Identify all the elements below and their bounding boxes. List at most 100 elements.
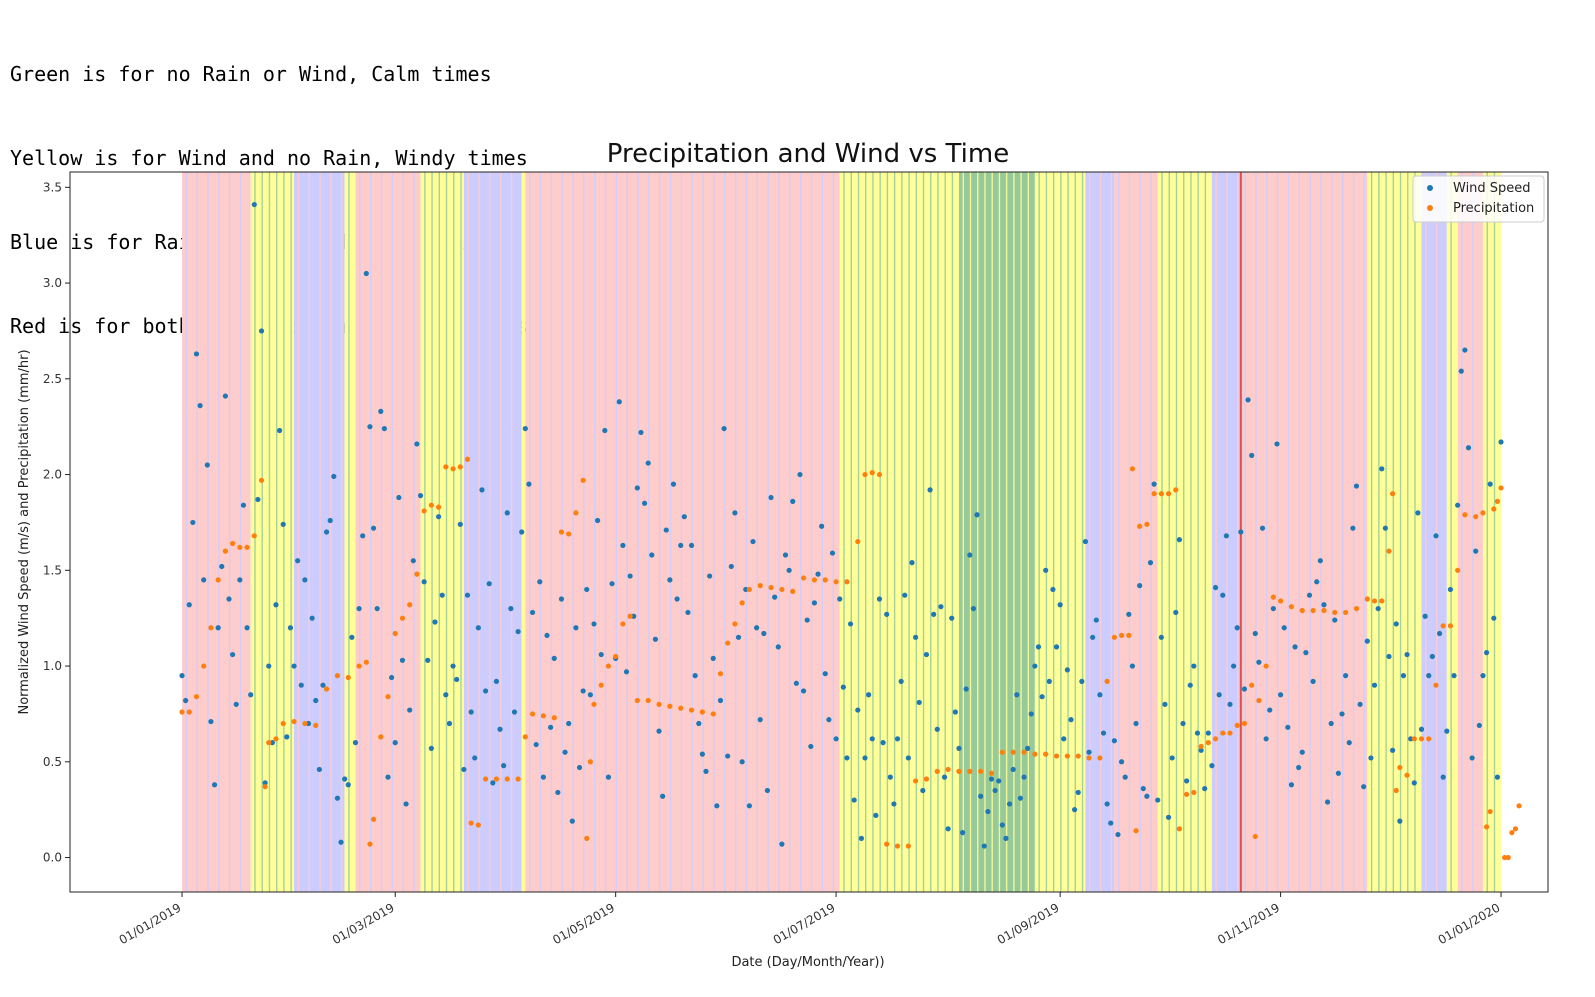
wind-point bbox=[1111, 738, 1117, 744]
wind-point bbox=[439, 592, 445, 598]
wind-point bbox=[219, 563, 225, 570]
precip-point bbox=[385, 694, 391, 700]
precip-point bbox=[363, 659, 369, 665]
precip-point bbox=[1397, 764, 1403, 771]
precip-point bbox=[1505, 854, 1511, 861]
wind-point bbox=[985, 808, 991, 815]
wind-point bbox=[1144, 793, 1150, 799]
wind-point bbox=[1491, 615, 1497, 621]
wind-point bbox=[739, 759, 745, 765]
precip-point bbox=[1332, 609, 1338, 616]
wind-point bbox=[790, 498, 796, 504]
wind-point bbox=[237, 577, 243, 583]
wind-point bbox=[656, 728, 662, 734]
precip-point bbox=[1151, 491, 1157, 497]
wind-point bbox=[1227, 701, 1233, 707]
precip-point bbox=[435, 504, 442, 510]
wind-point bbox=[327, 517, 333, 524]
stripe-stormy bbox=[229, 172, 231, 892]
precip-point bbox=[443, 464, 449, 470]
precip-point bbox=[869, 470, 875, 476]
precip-point bbox=[717, 671, 724, 677]
wind-point bbox=[804, 617, 810, 623]
wind-point bbox=[1288, 782, 1295, 788]
stripe-windy bbox=[1175, 172, 1178, 892]
wind-point bbox=[1335, 770, 1342, 776]
wind-point bbox=[1043, 567, 1049, 573]
wind-point bbox=[1191, 663, 1197, 669]
precip-point bbox=[1043, 751, 1049, 757]
precip-point bbox=[428, 502, 434, 508]
wind-point bbox=[663, 527, 669, 533]
wind-point bbox=[887, 774, 893, 780]
precip-point bbox=[1144, 521, 1150, 527]
period-windy bbox=[420, 172, 464, 892]
x-tick-label: 01/07/2019 bbox=[771, 900, 838, 947]
wind-point bbox=[699, 751, 705, 757]
stripe-stormy bbox=[810, 172, 813, 892]
wind-point bbox=[1039, 694, 1045, 700]
wind-point bbox=[240, 502, 247, 508]
wind-point bbox=[287, 625, 294, 631]
wind-point bbox=[378, 408, 384, 414]
wind-point bbox=[999, 822, 1005, 828]
y-axis: 0.0 0.5 1.0 1.5 2.0 2.5 3.0 3.5 bbox=[43, 180, 70, 865]
stripe-windy bbox=[283, 172, 285, 892]
wind-point bbox=[822, 671, 828, 677]
precip-point bbox=[634, 697, 640, 704]
precip-point bbox=[905, 843, 911, 849]
stripe-windy bbox=[1414, 172, 1416, 892]
wind-point bbox=[179, 673, 185, 679]
stripe-stormy bbox=[1461, 172, 1463, 892]
wind-point bbox=[746, 803, 752, 809]
chart-title: Precipitation and Wind vs Time bbox=[607, 139, 1009, 169]
stripe-windy bbox=[901, 172, 903, 892]
wind-point bbox=[725, 753, 731, 759]
stripe-stormy bbox=[391, 172, 394, 892]
wind-point bbox=[1202, 785, 1208, 792]
wind-point bbox=[1285, 724, 1291, 730]
stripe-windy bbox=[431, 172, 433, 892]
wind-point bbox=[1440, 774, 1446, 780]
wind-point bbox=[1404, 651, 1410, 658]
precip-point bbox=[1480, 510, 1486, 516]
wind-point bbox=[1180, 720, 1186, 727]
period-stormy bbox=[1114, 172, 1158, 892]
wind-point bbox=[1252, 630, 1258, 637]
wind-point bbox=[587, 692, 593, 698]
wind-point bbox=[305, 720, 312, 727]
stripe-stormy bbox=[413, 172, 415, 892]
stripe-windy bbox=[1450, 172, 1452, 892]
wind-point bbox=[862, 755, 868, 761]
wind-point bbox=[1274, 441, 1280, 447]
wind-point bbox=[1115, 831, 1121, 838]
wind-point bbox=[1357, 701, 1363, 707]
precip-point bbox=[1455, 567, 1461, 573]
wind-point bbox=[616, 399, 622, 405]
wind-point bbox=[501, 763, 507, 769]
precip-point bbox=[1321, 607, 1327, 614]
wind-point bbox=[295, 558, 301, 564]
precip-point bbox=[468, 820, 474, 826]
wind-point bbox=[1386, 653, 1392, 660]
wind-point bbox=[685, 609, 691, 616]
wind-point bbox=[562, 749, 568, 755]
precip-point bbox=[1426, 736, 1432, 742]
precip-point bbox=[1111, 634, 1117, 640]
stripe-calm bbox=[1020, 172, 1022, 892]
wind-point bbox=[399, 657, 406, 663]
precip-point bbox=[1379, 598, 1385, 604]
wind-point bbox=[403, 801, 409, 807]
wind-point bbox=[298, 682, 304, 688]
wind-point bbox=[258, 328, 265, 334]
wind-point bbox=[526, 481, 532, 487]
wind-point bbox=[905, 755, 911, 761]
precip-point bbox=[923, 776, 930, 782]
precip-point bbox=[645, 697, 651, 704]
stripe-windy bbox=[850, 172, 852, 892]
precip-point bbox=[999, 749, 1005, 755]
stripe-stormy bbox=[572, 172, 574, 892]
wind-point bbox=[1010, 766, 1016, 773]
wind-point bbox=[678, 542, 684, 549]
wind-point bbox=[1184, 778, 1190, 784]
